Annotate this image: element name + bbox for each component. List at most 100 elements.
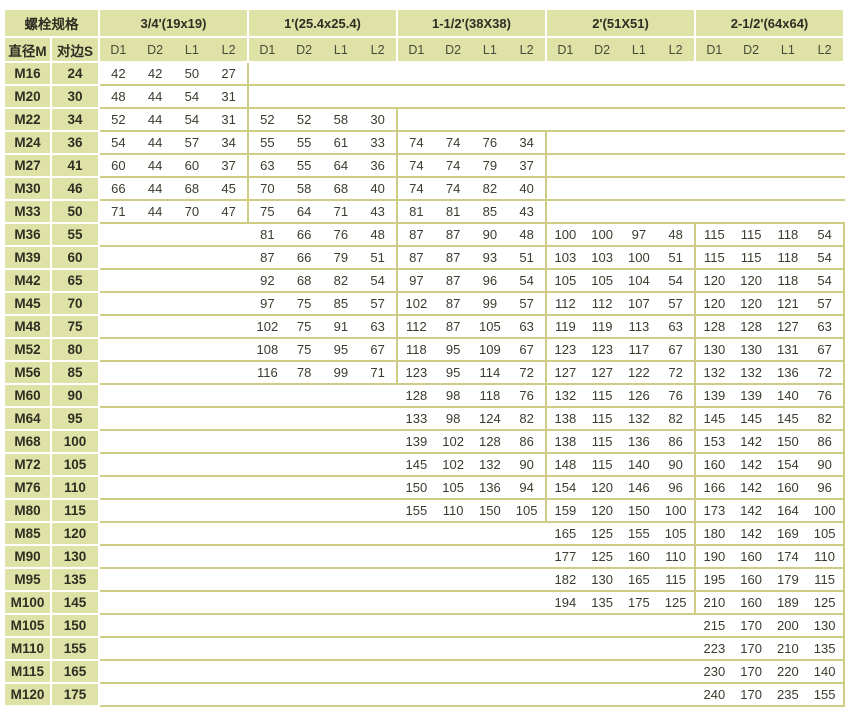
value-cell: 55 — [260, 135, 275, 150]
size-group-cells: 180 142 169 105 — [696, 523, 845, 546]
empty-group-cells — [249, 684, 398, 707]
size-group-cells: 166 142 160 96 — [696, 477, 845, 500]
value-cell: 99 — [333, 365, 349, 380]
table-row: M48 75 102 75 91 63 112 87 105 63 119 119 113 63 128 12… — [5, 316, 845, 339]
header-row-sizes: 螺栓规格 3/4'(19x19) 1'(25.4x25.4) 1-1/2'(38X3… — [5, 10, 845, 38]
sub-column-header: D2 — [296, 42, 313, 57]
across-flats-cell: 75 — [52, 316, 100, 339]
sub-column-header: L1 — [631, 42, 646, 57]
size-group-cells: 66 44 68 45 — [100, 178, 249, 201]
value-cell: 125 — [591, 549, 613, 564]
sub-column-header: L2 — [519, 42, 534, 57]
value-cell: 175 — [628, 595, 650, 610]
size-group-cells: 120 120 121 57 — [696, 293, 845, 316]
empty-group-cells — [100, 385, 249, 408]
size-group-cells: 103 103 100 51 — [547, 247, 696, 270]
empty-group-cells — [398, 569, 547, 592]
value-cell: 103 — [554, 250, 577, 265]
empty-group-cells — [696, 86, 845, 109]
value-cell: 132 — [628, 411, 650, 426]
table-row: M39 60 87 66 79 51 87 87 93 51 103 103 100 51 115 115 11… — [5, 247, 845, 270]
value-cell: 91 — [333, 319, 349, 334]
value-cell: 135 — [813, 641, 836, 656]
value-cell: 90 — [519, 457, 534, 472]
size-group-cells: 81 66 76 48 — [249, 224, 398, 247]
size-group-cells: 92 68 82 54 — [249, 270, 398, 293]
value-cell: 44 — [147, 204, 163, 219]
size-group-header: 2-1/2'(64x64) — [696, 10, 845, 38]
diameter-cell: M20 — [5, 86, 52, 109]
value-cell: 87 — [445, 273, 461, 288]
value-cell: 110 — [442, 503, 464, 518]
empty-group-cells — [249, 454, 398, 477]
sub-column-header: L2 — [370, 42, 385, 57]
table-row: M33 50 71 44 70 47 75 64 71 43 81 81 85 43 — [5, 201, 845, 224]
sub-column-header: D1 — [557, 42, 574, 57]
size-group-cells: 139 102 128 86 — [398, 431, 547, 454]
diameter-cell: M68 — [5, 431, 52, 454]
empty-group-cells — [249, 569, 398, 592]
size-group-cells: 74 74 82 40 — [398, 178, 547, 201]
value-cell: 110 — [665, 549, 686, 564]
size-group-cells: 75 64 71 43 — [249, 201, 398, 224]
value-cell: 118 — [777, 250, 799, 265]
value-cell: 57 — [184, 135, 200, 150]
size-group-cells: 52 52 58 30 — [249, 109, 398, 132]
empty-group-cells — [100, 247, 249, 270]
value-cell: 51 — [370, 250, 385, 265]
size-group-cells: 190 160 174 110 — [696, 546, 845, 569]
value-cell: 33 — [370, 135, 385, 150]
empty-group-cells — [249, 408, 398, 431]
diameter-cell: M76 — [5, 477, 52, 500]
diameter-cell: M85 — [5, 523, 52, 546]
value-cell: 150 — [628, 503, 650, 518]
value-cell: 85 — [482, 204, 498, 219]
diameter-cell: M100 — [5, 592, 52, 615]
across-flats-cell: 95 — [52, 408, 100, 431]
size-group-cells: 133 98 124 82 — [398, 408, 547, 431]
value-cell: 85 — [333, 296, 349, 311]
size-group-header: 1-1/2'(38X38) — [398, 10, 547, 38]
size-group-cells: 120 120 118 54 — [696, 270, 845, 293]
value-cell: 63 — [260, 158, 275, 173]
value-cell: 105 — [664, 526, 687, 541]
empty-group-cells — [547, 63, 696, 86]
value-cell: 100 — [628, 250, 650, 265]
size-group-cells: 112 87 105 63 — [398, 316, 547, 339]
value-cell: 230 — [703, 664, 726, 679]
value-cell: 99 — [482, 296, 498, 311]
diameter-cell: M64 — [5, 408, 52, 431]
value-cell: 114 — [479, 365, 501, 380]
sub-column-header: D1 — [408, 42, 425, 57]
table-row: M42 65 92 68 82 54 97 87 96 54 105 105 104 54 120 120 11… — [5, 270, 845, 293]
value-cell: 43 — [519, 204, 534, 219]
size-group-cells: 54 44 57 34 — [100, 132, 249, 155]
value-cell: 44 — [147, 181, 163, 196]
value-cell: 120 — [740, 273, 762, 288]
table-row: M85 120 165 125 155 105 180 142 169 105 — [5, 523, 845, 546]
value-cell: 74 — [445, 181, 461, 196]
value-cell: 105 — [554, 273, 577, 288]
value-cell: 44 — [147, 112, 163, 127]
empty-group-cells — [398, 615, 547, 638]
value-cell: 145 — [703, 411, 726, 426]
value-cell: 36 — [370, 158, 385, 173]
value-cell: 120 — [591, 503, 613, 518]
sub-column-header: D1 — [259, 42, 276, 57]
size-group-cells: 97 75 85 57 — [249, 293, 398, 316]
value-cell: 105 — [479, 319, 501, 334]
value-cell: 100 — [813, 503, 836, 518]
empty-group-cells — [249, 615, 398, 638]
value-cell: 150 — [479, 503, 501, 518]
across-flats-cell: 24 — [52, 63, 100, 86]
value-cell: 121 — [777, 296, 799, 311]
value-cell: 139 — [405, 434, 428, 449]
diameter-cell: M80 — [5, 500, 52, 523]
diameter-cell: M30 — [5, 178, 52, 201]
empty-group-cells — [547, 638, 696, 661]
value-cell: 145 — [405, 457, 428, 472]
table-row: M60 90 128 98 118 76 132 115 126 76 139 139 140 76 — [5, 385, 845, 408]
value-cell: 44 — [147, 158, 163, 173]
value-cell: 76 — [519, 388, 534, 403]
across-flats-cell: 115 — [52, 500, 100, 523]
